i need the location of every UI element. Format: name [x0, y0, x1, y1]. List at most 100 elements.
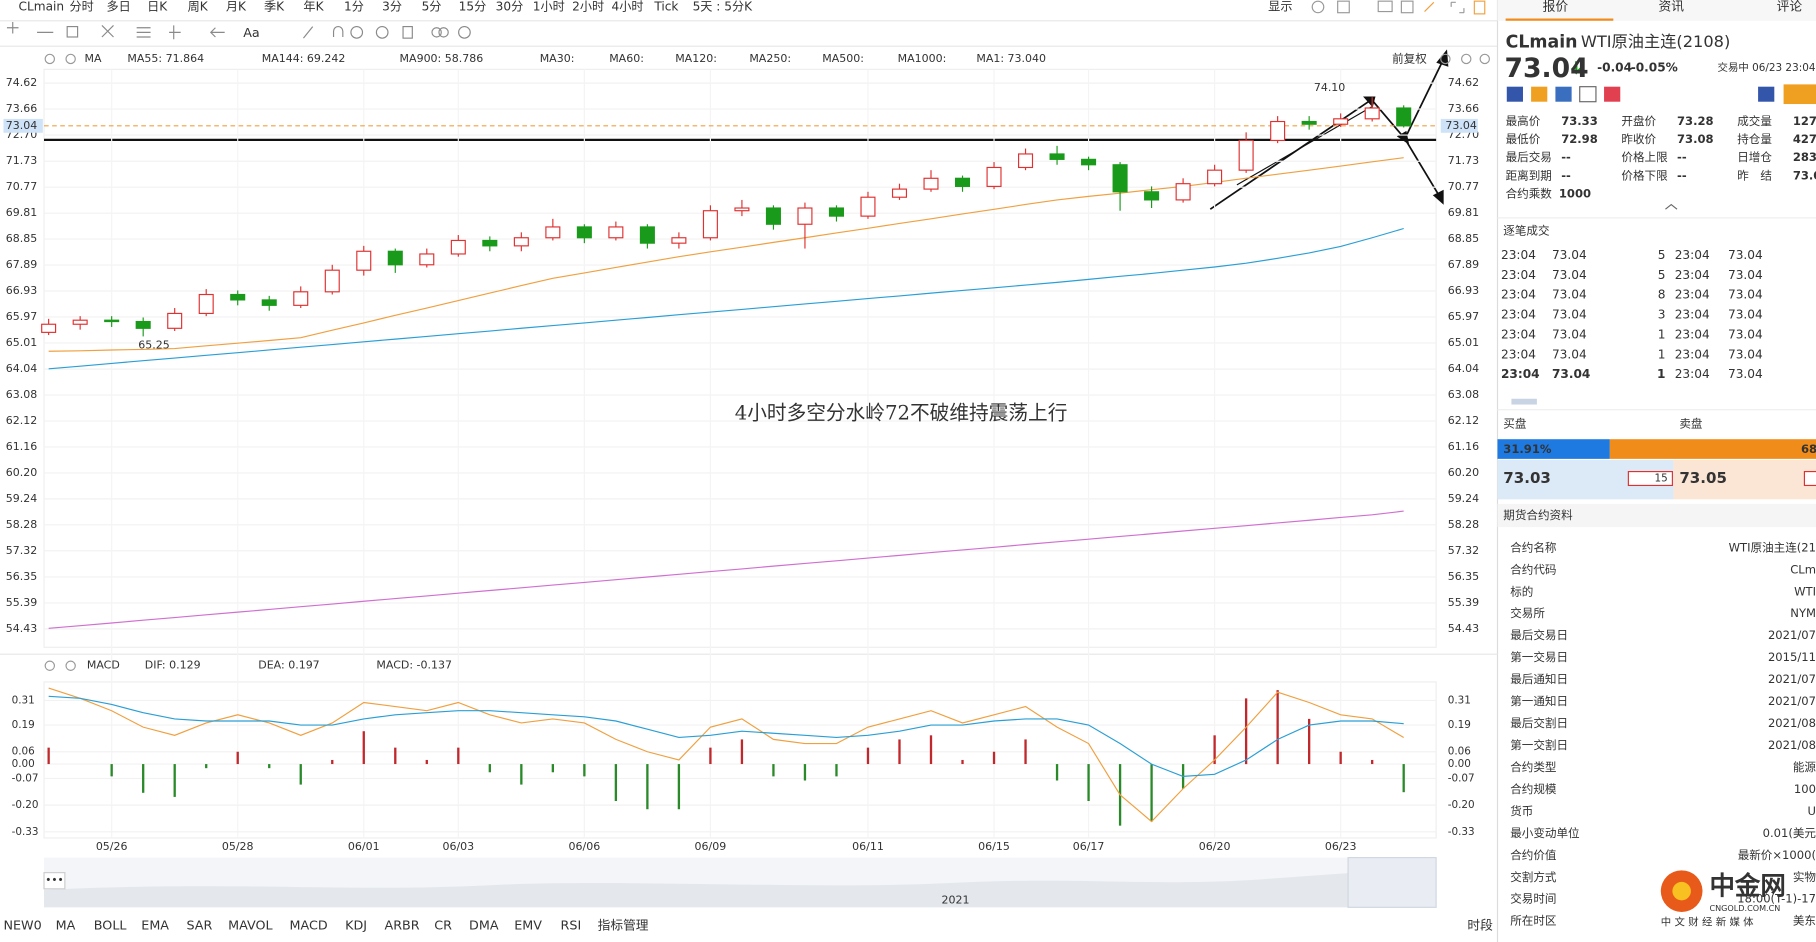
quote-value: --: [1677, 168, 1687, 182]
trade-price: 73.04: [1552, 288, 1587, 302]
candle-body: [230, 293, 246, 301]
legend-entry[interactable]: MA1: 73.040: [976, 52, 1046, 65]
collapse-caret[interactable]: [1665, 203, 1678, 210]
indicator-tab[interactable]: DMA: [469, 917, 499, 932]
bid-bar: [1497, 439, 1610, 459]
bid-title: 买盘: [1503, 417, 1527, 431]
text-tool[interactable]: Aa: [243, 25, 260, 40]
legend-entry[interactable]: MA250:: [749, 52, 791, 65]
indicator-tab[interactable]: MACD: [290, 917, 328, 932]
indicator-tab[interactable]: BOLL: [94, 917, 128, 932]
navigator-window[interactable]: [1347, 857, 1437, 908]
trade-time: 23:04: [1675, 327, 1710, 341]
indicator-name[interactable]: MA: [85, 52, 102, 65]
top-right-tools[interactable]: [1311, 0, 1486, 15]
scroll-thumb[interactable]: [1511, 398, 1537, 405]
legend-entry[interactable]: MA120:: [675, 52, 717, 65]
candle-body: [356, 250, 372, 271]
period-button[interactable]: 多日: [107, 0, 131, 13]
quote-value: 283: [1793, 150, 1816, 164]
y-tick-label: 59.24: [6, 492, 37, 505]
indicator-tab[interactable]: 指标管理: [598, 917, 649, 932]
info-value: U: [1808, 804, 1816, 818]
period-button[interactable]: 年K: [303, 0, 324, 13]
legend-entry[interactable]: MA144: 69.242: [262, 52, 346, 65]
indicator-tab[interactable]: MAVOL: [228, 917, 273, 932]
y-tick-label: 63.08: [6, 388, 37, 401]
panel-tab[interactable]: 资讯: [1658, 0, 1684, 13]
legend-entry[interactable]: MA30:: [540, 52, 575, 65]
period-button[interactable]: 3分: [382, 0, 402, 13]
trade-volume: 3: [1658, 308, 1666, 322]
legend-entry[interactable]: MACD: -0.137: [376, 659, 452, 672]
price-change: -0.04: [1597, 61, 1632, 75]
candle-body: [608, 226, 624, 239]
legend-entry[interactable]: MA60:: [609, 52, 644, 65]
trade-price: 73.04: [1552, 248, 1587, 262]
ma-line: [48, 510, 1404, 629]
macd-line: [48, 695, 1404, 777]
period-button[interactable]: 季K: [264, 0, 285, 13]
legend-entry[interactable]: MA55: 71.864: [127, 52, 204, 65]
indicator-tab[interactable]: CR: [434, 917, 452, 932]
candle-body: [324, 269, 340, 293]
info-label: 合约类型: [1510, 760, 1556, 774]
period-button[interactable]: 1分: [344, 0, 364, 13]
indicator-tab[interactable]: NEW0: [3, 917, 41, 932]
period-button[interactable]: 2小时: [572, 0, 604, 13]
trade-price: 73.04: [1728, 327, 1763, 341]
period-button[interactable]: Tick: [653, 0, 678, 13]
navigator-dots: •••: [45, 875, 63, 887]
period-button[interactable]: 周K: [188, 0, 209, 13]
y-tick-label: 66.93: [6, 284, 37, 297]
panel-icons[interactable]: [1506, 84, 1816, 105]
legend-entry[interactable]: DIF: 0.129: [145, 659, 201, 672]
period-button[interactable]: 30分: [496, 0, 524, 13]
period-button[interactable]: 日K: [147, 0, 168, 13]
period-button[interactable]: 15分: [459, 0, 487, 13]
navigator-area: [44, 866, 1437, 908]
period-button[interactable]: 分时: [69, 0, 93, 13]
trade-time: 23:04: [1675, 308, 1710, 322]
panel-tab[interactable]: 报价: [1543, 0, 1569, 13]
legend-entry[interactable]: DEA: 0.197: [258, 659, 319, 672]
legend-entry[interactable]: MA1000:: [898, 52, 947, 65]
legend-entry[interactable]: MA900: 58.786: [400, 52, 484, 65]
indicator-tab[interactable]: KDJ: [345, 917, 367, 932]
indicator-name[interactable]: MACD: [87, 659, 120, 672]
quote-value: --: [1677, 150, 1687, 164]
y-tick-label: 57.32: [6, 544, 37, 557]
pane-icons[interactable]: [44, 53, 1490, 671]
indicator-tab[interactable]: MA: [56, 917, 76, 932]
indicator-tab[interactable]: EMV: [514, 917, 542, 932]
adjust-button[interactable]: 前复权: [1392, 51, 1427, 65]
candle-body: [1175, 183, 1191, 201]
y-tick-label: 60.20: [6, 466, 37, 479]
symbol[interactable]: CLmain: [19, 0, 65, 13]
quote-label: 昨收价: [1621, 132, 1656, 146]
session-button[interactable]: 时段: [1467, 917, 1493, 932]
navigator[interactable]: •••: [43, 857, 1437, 908]
y-tick-label: 0.00: [1448, 758, 1471, 770]
candle-body: [1238, 139, 1254, 171]
last-price-tag: [3, 118, 43, 133]
navigator-handle[interactable]: [43, 872, 66, 890]
indicator-tab[interactable]: SAR: [186, 917, 212, 932]
info-label: 合约名称: [1510, 540, 1557, 554]
period-button[interactable]: 4小时: [612, 0, 644, 13]
indicator-tab[interactable]: RSI: [561, 917, 582, 932]
indicator-tab[interactable]: EMA: [141, 917, 169, 932]
period-button[interactable]: 5天 : 5分K: [693, 0, 754, 13]
period-button[interactable]: 5分: [422, 0, 442, 13]
trade-volume: 1: [1658, 327, 1666, 341]
display-menu[interactable]: 显示: [1268, 0, 1292, 13]
ask-volume-box: [1803, 471, 1816, 487]
drawing-tools[interactable]: [6, 21, 471, 40]
legend-entry[interactable]: MA500:: [822, 52, 864, 65]
period-button[interactable]: 月K: [226, 0, 247, 13]
info-value: 2021/08: [1768, 716, 1816, 730]
quote-value: 1000: [1559, 186, 1591, 200]
panel-tab[interactable]: 评论: [1777, 0, 1803, 13]
period-button[interactable]: 1小时: [533, 0, 565, 13]
indicator-tab[interactable]: ARBR: [385, 917, 420, 932]
